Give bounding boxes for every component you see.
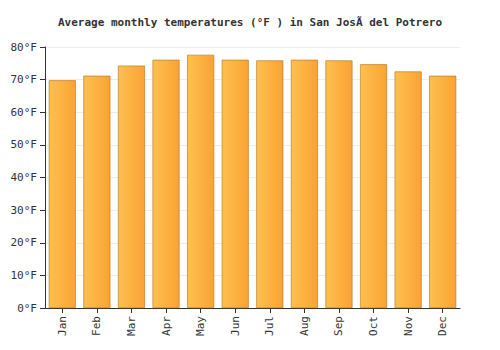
svg-text:0°F: 0°F [17, 302, 37, 315]
svg-text:Oct: Oct [367, 316, 380, 336]
svg-text:20°F: 20°F [11, 236, 38, 249]
svg-text:40°F: 40°F [11, 171, 38, 184]
svg-text:Jan: Jan [56, 316, 69, 336]
svg-text:80°F: 80°F [11, 41, 38, 54]
svg-text:70°F: 70°F [11, 73, 38, 86]
svg-text:Average monthly temperatures (: Average monthly temperatures (°F ) in Sa… [58, 16, 442, 29]
svg-text:50°F: 50°F [11, 138, 38, 151]
svg-text:Nov: Nov [402, 316, 415, 336]
svg-text:May: May [194, 316, 207, 336]
svg-text:Jun: Jun [229, 316, 242, 336]
svg-text:60°F: 60°F [11, 106, 38, 119]
svg-text:Dec: Dec [436, 316, 449, 336]
svg-text:10°F: 10°F [11, 269, 38, 282]
svg-text:30°F: 30°F [11, 204, 38, 217]
svg-text:Mar: Mar [125, 316, 138, 336]
svg-text:Sep: Sep [332, 316, 345, 336]
svg-text:Aug: Aug [298, 316, 311, 336]
svg-text:Apr: Apr [160, 316, 173, 336]
svg-text:Jul: Jul [263, 316, 276, 336]
svg-text:Feb: Feb [90, 316, 103, 336]
